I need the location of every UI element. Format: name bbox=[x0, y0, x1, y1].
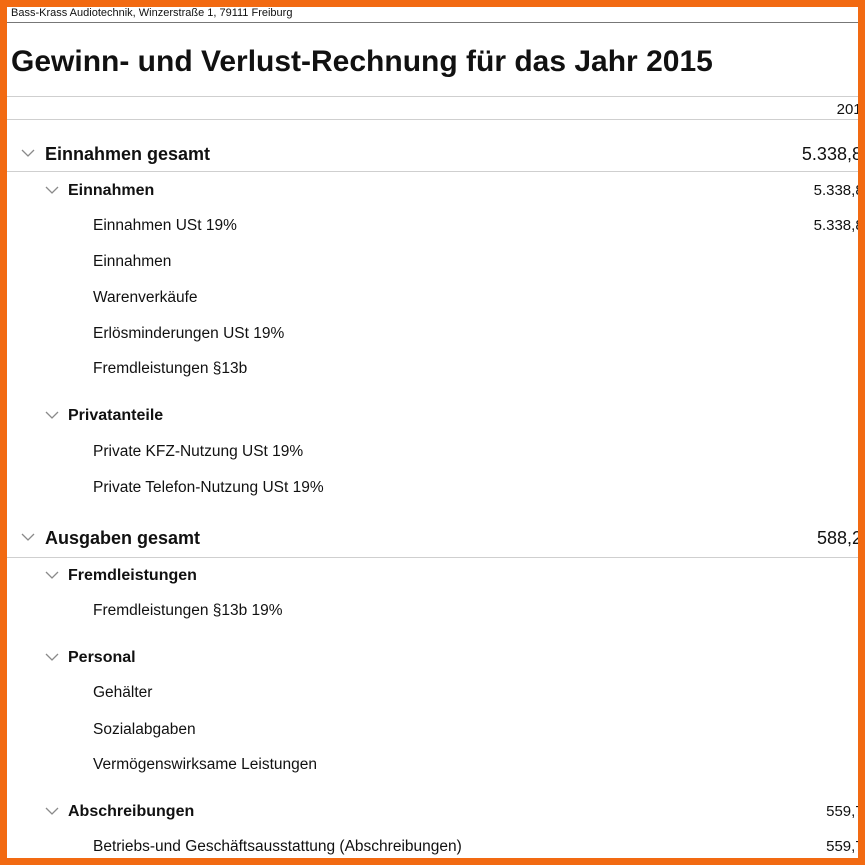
row-label: Einnahmen USt 19% bbox=[93, 217, 237, 234]
row-label: Sozialabgaben bbox=[93, 721, 196, 738]
row-label: Erlösminderungen USt 19% bbox=[93, 325, 285, 342]
row-label: Einnahmen bbox=[68, 182, 155, 199]
row-label: Einnahmen bbox=[93, 253, 172, 270]
chevron-down-icon[interactable] bbox=[21, 533, 35, 542]
row-label: Betriebs-und Geschäftsausstattung (Absch… bbox=[93, 838, 462, 855]
row-label: Vermögenswirksame Leistungen bbox=[93, 756, 318, 773]
row-value: 5.338,85 bbox=[813, 217, 858, 234]
row-label: Abschreibungen bbox=[68, 803, 195, 820]
column-header-year: 2015 bbox=[836, 101, 858, 118]
report-title: Gewinn- und Verlust-Rechnung für das Jah… bbox=[11, 45, 713, 78]
chevron-down-icon[interactable] bbox=[45, 653, 59, 662]
row-label: Private Telefon-Nutzung USt 19% bbox=[93, 479, 324, 496]
row-label: Fremdleistungen §13b bbox=[93, 360, 248, 377]
row-label: Einnahmen gesamt bbox=[45, 144, 211, 164]
row-label: Personal bbox=[68, 649, 136, 666]
row-value: 5.338,85 bbox=[801, 144, 858, 164]
row-label: Private KFZ-Nutzung USt 19% bbox=[93, 443, 304, 460]
row-label: Fremdleistungen §13b 19% bbox=[93, 602, 283, 619]
column-header-divider bbox=[7, 119, 858, 120]
section-divider bbox=[7, 557, 858, 558]
chevron-down-icon[interactable] bbox=[45, 571, 59, 580]
chevron-down-icon[interactable] bbox=[21, 149, 35, 158]
row-label: Privatanteile bbox=[68, 407, 164, 424]
row-label: Warenverkäufe bbox=[93, 289, 198, 306]
row-value: 5.338,85 bbox=[813, 182, 858, 199]
chevron-down-icon[interactable] bbox=[45, 186, 59, 195]
row-value: 588,21 bbox=[816, 528, 858, 548]
row-value: 559,79 bbox=[826, 838, 858, 855]
title-divider bbox=[7, 96, 858, 97]
header-divider bbox=[7, 22, 858, 23]
row-label: Fremdleistungen bbox=[68, 567, 197, 584]
company-address: Bass-Krass Audiotechnik, Winzerstraße 1,… bbox=[11, 7, 293, 19]
section-divider bbox=[7, 171, 858, 172]
row-label: Gehälter bbox=[93, 684, 153, 701]
report-page: Bass-Krass Audiotechnik, Winzerstraße 1,… bbox=[7, 7, 858, 858]
row-label: Ausgaben gesamt bbox=[45, 528, 201, 548]
chevron-down-icon[interactable] bbox=[45, 807, 59, 816]
row-value: 559,79 bbox=[826, 803, 858, 820]
chevron-down-icon[interactable] bbox=[45, 411, 59, 420]
